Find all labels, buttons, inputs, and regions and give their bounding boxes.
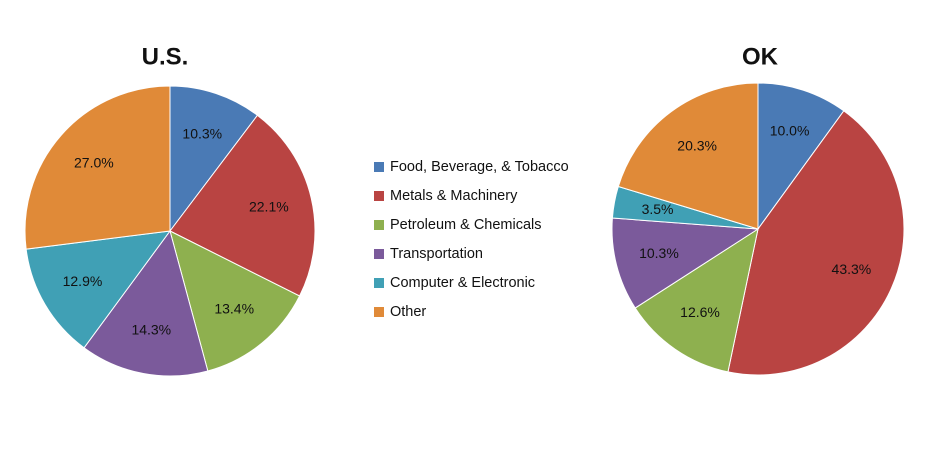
data-label: 12.6% — [680, 304, 720, 320]
pie-slice — [757, 82, 845, 231]
pie-slice — [617, 82, 759, 230]
legend-swatch — [374, 220, 384, 230]
legend-swatch — [374, 278, 384, 288]
legend-swatch — [374, 249, 384, 259]
pie-slice — [611, 217, 760, 309]
chart-title: OK — [742, 43, 779, 70]
pie-slice — [83, 229, 209, 377]
data-label: 20.3% — [677, 138, 717, 154]
data-label: 10.3% — [182, 125, 222, 141]
data-label: 43.3% — [832, 261, 872, 277]
data-label: 12.9% — [63, 273, 103, 289]
pie-slice — [634, 227, 759, 373]
legend-label: Metals & Machinery — [390, 188, 518, 204]
legend-swatch — [374, 191, 384, 201]
legend-label: Computer & Electronic — [390, 275, 535, 291]
legend-label: Transportation — [390, 246, 483, 262]
pie-slice — [24, 85, 171, 250]
data-label: 10.3% — [639, 245, 679, 261]
data-label: 22.1% — [249, 199, 289, 215]
data-label: 27.0% — [74, 155, 114, 171]
legend-swatch — [374, 307, 384, 317]
data-label: 3.5% — [642, 201, 674, 217]
pie-slice — [25, 230, 172, 349]
legend-label: Petroleum & Chemicals — [390, 217, 542, 233]
pie-slice — [169, 85, 259, 233]
data-label: 14.3% — [131, 321, 171, 337]
pie-slice — [169, 114, 316, 297]
legend-swatch — [374, 162, 384, 172]
pie-slice — [169, 230, 301, 372]
chart-title: U.S. — [142, 43, 189, 70]
data-label: 13.4% — [214, 300, 254, 316]
pie-slice — [727, 110, 905, 376]
data-label: 10.0% — [770, 123, 810, 139]
legend-label: Food, Beverage, & Tobacco — [390, 159, 569, 175]
legend-label: Other — [390, 304, 426, 320]
